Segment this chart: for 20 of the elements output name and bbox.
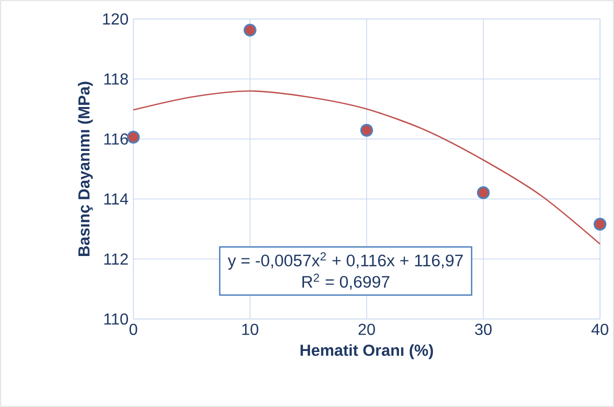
y-tick-label: 110: [104, 313, 128, 325]
x-tick-label: 40: [591, 324, 608, 336]
point: [360, 124, 374, 137]
annotation: y = -0,0057x$^{2}$ + 0,116x + 116,97: [228, 252, 463, 270]
y-tick-label: 112: [104, 253, 128, 265]
y-tick-label: 114: [104, 194, 128, 204]
x-tick-label: 10: [242, 324, 258, 336]
y-axis-title: Basınç Dayanımı (MPa): [78, 82, 93, 256]
x-tick-label: 30: [475, 324, 492, 336]
point: [126, 130, 140, 144]
y-tick-label: 116: [104, 133, 128, 145]
point: [476, 186, 490, 200]
x-tick-label: 0: [130, 324, 138, 336]
point: [244, 24, 256, 36]
y-tick-label: 120: [103, 13, 128, 25]
line-series: [132, 90, 601, 245]
x-axis-title: Hematit Oranı (%): [300, 344, 433, 360]
annotation: R$^{2}$ = 0,6997: [302, 274, 390, 290]
y-tick-label: 118: [104, 73, 128, 85]
x-tick-label: 20: [358, 324, 375, 336]
